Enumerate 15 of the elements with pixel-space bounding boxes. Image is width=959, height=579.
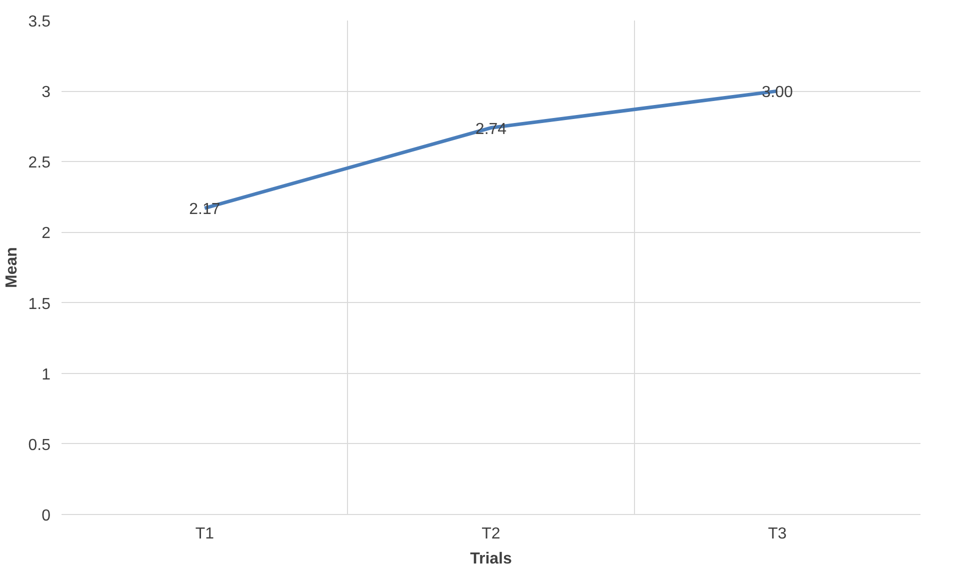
- x-tick-label: T1: [195, 526, 214, 542]
- y-tick-label: 3.5: [28, 14, 51, 30]
- x-tick-label: T2: [482, 526, 500, 542]
- y-tick-label: 2: [42, 225, 51, 242]
- data-label: 2.17: [189, 201, 220, 218]
- y-axis-title: Mean: [3, 247, 20, 288]
- y-tick-label: 0: [42, 508, 51, 524]
- x-axis-title: Trials: [470, 550, 512, 568]
- x-tick-label: T3: [768, 526, 787, 542]
- data-label: 3.00: [762, 84, 794, 102]
- y-tick-label: 1.5: [28, 296, 51, 313]
- y-tick-label: 1: [42, 366, 51, 384]
- y-tick-label: 2.5: [28, 154, 51, 172]
- y-tick-label: 0.5: [28, 436, 51, 454]
- y-tick-label: 3: [42, 84, 51, 102]
